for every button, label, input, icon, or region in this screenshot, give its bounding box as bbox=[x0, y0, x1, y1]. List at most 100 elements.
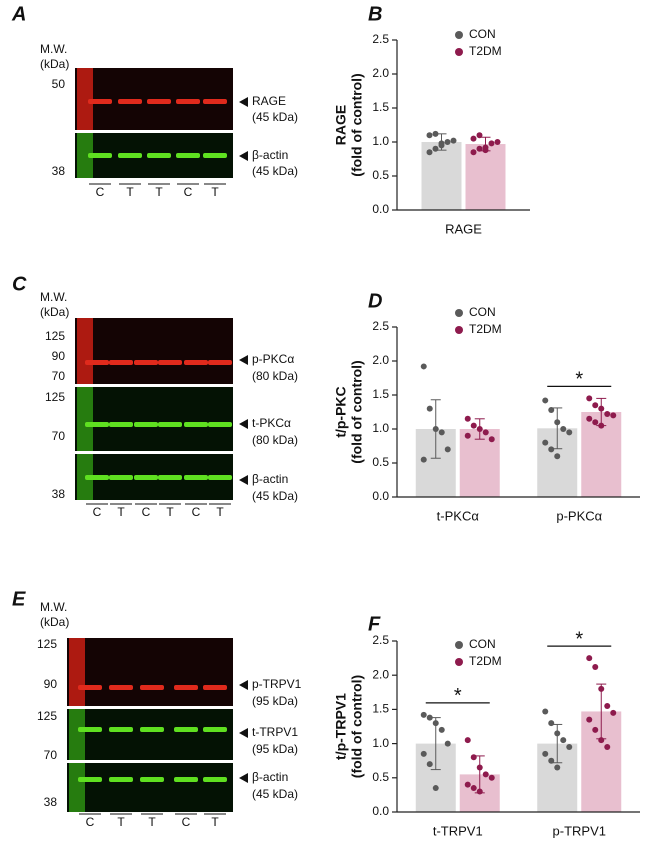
blot-band bbox=[174, 777, 198, 782]
y-tick-label: 2.0 bbox=[372, 353, 389, 367]
band-size: (80 kDa) bbox=[252, 369, 298, 383]
data-point bbox=[554, 453, 561, 460]
significance-mark: * bbox=[454, 685, 462, 707]
lane-label: C bbox=[86, 815, 95, 829]
y-tick-label: 2.0 bbox=[372, 667, 389, 681]
blot-band bbox=[78, 727, 102, 732]
data-point bbox=[566, 744, 573, 751]
band-name: p-TRPV1 bbox=[252, 677, 302, 691]
panel-letter: F bbox=[368, 613, 381, 635]
ladder bbox=[77, 68, 93, 130]
blot-band bbox=[109, 777, 133, 782]
blot-band bbox=[134, 422, 158, 427]
marker-label: 70 bbox=[52, 369, 66, 383]
data-point bbox=[470, 422, 477, 429]
blot-band bbox=[184, 360, 208, 365]
data-point bbox=[586, 395, 593, 402]
ladder bbox=[69, 763, 85, 812]
legend-marker bbox=[455, 31, 463, 39]
blot-band bbox=[88, 153, 112, 158]
marker-label: 90 bbox=[52, 349, 66, 363]
data-point bbox=[470, 785, 477, 792]
legend-label: T2DM bbox=[469, 322, 502, 336]
blot-band bbox=[208, 475, 232, 480]
marker-label: 38 bbox=[52, 164, 66, 178]
legend-label: CON bbox=[469, 305, 496, 319]
y-tick-label: 1.0 bbox=[372, 421, 389, 435]
lane-label: C bbox=[192, 505, 201, 519]
data-point bbox=[420, 456, 427, 463]
blot-band bbox=[109, 475, 133, 480]
data-point bbox=[464, 415, 471, 422]
mw-unit: (kDa) bbox=[40, 615, 69, 629]
legend-marker bbox=[455, 641, 463, 649]
data-point bbox=[450, 137, 457, 144]
marker-label: 70 bbox=[44, 748, 58, 762]
legend-label: T2DM bbox=[469, 654, 502, 668]
marker-label: 125 bbox=[37, 637, 57, 651]
data-point bbox=[592, 402, 599, 409]
x-tick-label: p-TRPV1 bbox=[553, 823, 606, 838]
data-point bbox=[542, 750, 549, 757]
data-point bbox=[438, 726, 445, 733]
blot-band bbox=[134, 475, 158, 480]
legend-label: CON bbox=[469, 27, 496, 41]
blot-band bbox=[176, 99, 200, 104]
data-point bbox=[548, 757, 555, 764]
data-point bbox=[420, 750, 427, 757]
band-name: β-actin bbox=[252, 148, 288, 162]
mw-label: M.W. bbox=[40, 600, 67, 614]
lane-label: T bbox=[126, 185, 134, 199]
y-tick-label: 0.0 bbox=[372, 489, 389, 503]
data-point bbox=[604, 702, 611, 709]
arrowhead bbox=[239, 97, 248, 107]
blot-band bbox=[184, 475, 208, 480]
data-point bbox=[604, 411, 611, 418]
arrowhead bbox=[239, 419, 248, 429]
blot-band bbox=[109, 360, 133, 365]
data-point bbox=[470, 754, 477, 761]
blot-band bbox=[203, 99, 227, 104]
x-tick-label: RAGE bbox=[445, 221, 482, 236]
data-point bbox=[542, 397, 549, 404]
band-name: t-PKCα bbox=[252, 416, 291, 430]
blot-band bbox=[158, 475, 182, 480]
y-tick-label: 2.5 bbox=[372, 32, 389, 46]
blot-band bbox=[203, 153, 227, 158]
data-point bbox=[494, 139, 501, 145]
y-tick-label: 1.5 bbox=[372, 100, 389, 114]
band-size: (95 kDa) bbox=[252, 694, 298, 708]
panel-letter: B bbox=[368, 3, 382, 25]
ladder bbox=[69, 709, 85, 760]
data-point bbox=[482, 429, 489, 436]
data-point bbox=[548, 446, 555, 453]
x-tick-label: p-PKCα bbox=[556, 508, 602, 523]
data-point bbox=[542, 439, 549, 446]
data-point bbox=[586, 415, 593, 422]
y-tick-label: 1.5 bbox=[372, 702, 389, 716]
band-size: (95 kDa) bbox=[252, 742, 298, 756]
band-size: (80 kDa) bbox=[252, 433, 298, 447]
y-tick-label: 0.5 bbox=[372, 770, 389, 784]
data-point bbox=[420, 363, 427, 370]
lane-label: C bbox=[96, 185, 105, 199]
blot-band bbox=[158, 422, 182, 427]
y-tick-label: 1.5 bbox=[372, 387, 389, 401]
blot-band bbox=[118, 99, 142, 104]
ladder bbox=[77, 133, 93, 178]
data-point bbox=[476, 145, 483, 152]
arrowhead bbox=[239, 680, 248, 690]
data-point bbox=[470, 149, 477, 156]
blot-band bbox=[78, 685, 102, 690]
blot-band bbox=[158, 360, 182, 365]
blot-strip bbox=[67, 709, 233, 760]
marker-label: 125 bbox=[37, 709, 57, 723]
band-size: (45 kDa) bbox=[252, 164, 298, 178]
data-point bbox=[592, 726, 599, 733]
y-tick-label: 0.5 bbox=[372, 455, 389, 469]
data-point bbox=[426, 149, 433, 156]
blot-strip bbox=[75, 387, 233, 451]
blot-band bbox=[203, 727, 227, 732]
data-point bbox=[548, 720, 555, 727]
band-name: p-PKCα bbox=[252, 352, 294, 366]
